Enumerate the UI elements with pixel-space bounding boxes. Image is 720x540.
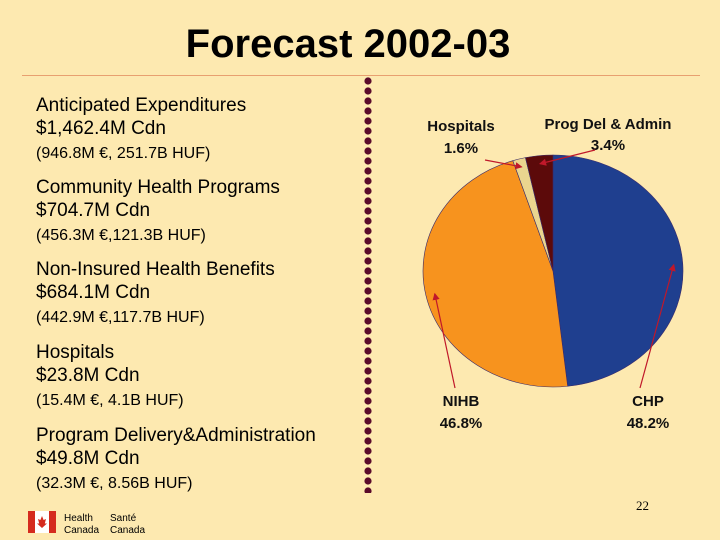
divider-dot	[364, 207, 372, 215]
page-number: 22	[636, 498, 649, 513]
divider-dot	[364, 487, 372, 493]
label-chp-value: 48.2%	[627, 415, 670, 432]
expenditure-cdn: $49.8M Cdn	[36, 448, 140, 469]
expenditure-label: Hospitals	[36, 342, 115, 363]
divider-dot	[364, 177, 372, 185]
divider-dot	[364, 297, 372, 305]
divider-dot	[364, 117, 372, 125]
divider-dot	[364, 327, 372, 335]
divider-dot	[364, 77, 372, 85]
flag-left-bar	[28, 511, 35, 533]
slide-title: Forecast 2002-03	[185, 22, 511, 66]
divider-dot	[364, 217, 372, 225]
label-nihb-value: 46.8%	[440, 415, 483, 432]
divider-dot	[364, 237, 372, 245]
divider-dot	[364, 347, 372, 355]
divider-dot	[364, 157, 372, 165]
pie-slice-nihb	[422, 160, 569, 388]
title-rule	[22, 75, 700, 76]
divider-dot	[364, 427, 372, 435]
divider-dot	[364, 407, 372, 415]
pie-slice-chp	[552, 154, 684, 387]
expenditure-label: Community Health Programs	[36, 177, 280, 198]
leader-chp	[639, 263, 676, 389]
label-admin-name: Prog Del & Admin	[545, 116, 672, 133]
expenditure-label: Program Delivery&Administration	[36, 425, 316, 446]
divider-dot	[364, 147, 372, 155]
maple-leaf-icon	[37, 516, 47, 528]
divider-dot	[364, 287, 372, 295]
expenditure-cdn: $23.8M Cdn	[36, 365, 140, 386]
expenditure-group-hospitals: Hospitals $23.8M Cdn (15.4M €, 4.1B HUF)	[36, 341, 184, 411]
expenditure-cdn: $1,462.4M Cdn	[36, 118, 166, 139]
divider-dot	[364, 137, 372, 145]
leader-hospitals	[484, 159, 523, 170]
flag-right-bar	[49, 511, 56, 533]
divider-dot	[364, 447, 372, 455]
label-chp-name: CHP	[632, 393, 664, 410]
divider-dot	[364, 357, 372, 365]
divider-dot	[364, 87, 372, 95]
divider-dot	[364, 467, 372, 475]
expenditure-label: Anticipated Expenditures	[36, 95, 247, 116]
divider-dot	[364, 377, 372, 385]
divider-dot	[364, 257, 372, 265]
divider-dot	[364, 197, 372, 205]
divider-dot	[364, 457, 372, 465]
expenditure-cdn: $684.1M Cdn	[36, 282, 151, 303]
divider-dot	[364, 227, 372, 235]
divider-dot	[364, 387, 372, 395]
health-canada-logo: Health Canada Santé Canada	[28, 511, 145, 536]
expenditure-group-total: Anticipated Expenditures $1,462.4M Cdn (…	[36, 94, 246, 164]
expenditure-conversion: (15.4M €, 4.1B HUF)	[36, 392, 184, 409]
divider-dot	[364, 127, 372, 135]
logo-text-sante: Santé	[110, 513, 137, 524]
divider-dot	[364, 367, 372, 375]
label-nihb-name: NIHB	[443, 393, 480, 410]
divider-dot	[364, 107, 372, 115]
expenditure-group-chp: Community Health Programs $704.7M Cdn (4…	[36, 176, 280, 246]
leader-nihb	[432, 292, 456, 389]
divider-dot	[364, 267, 372, 275]
logo-text-health: Health	[64, 513, 93, 524]
logo-text-canada-en: Canada	[64, 525, 99, 536]
divider-dot	[364, 317, 372, 325]
divider-dot	[364, 417, 372, 425]
divider-dot	[364, 337, 372, 345]
divider-dot	[364, 167, 372, 175]
expenditure-conversion: (456.3M €,121.3B HUF)	[36, 227, 206, 244]
dotted-divider	[364, 77, 372, 493]
label-hospitals-value: 1.6%	[444, 140, 478, 157]
expenditure-conversion: (32.3M €, 8.56B HUF)	[36, 475, 193, 492]
expenditure-cdn: $704.7M Cdn	[36, 200, 151, 221]
label-hospitals-name: Hospitals	[427, 118, 495, 135]
pie-slice-prog-del-admin	[525, 154, 554, 272]
divider-dot	[364, 247, 372, 255]
leader-admin	[538, 149, 596, 166]
divider-dot	[364, 277, 372, 285]
divider-dot	[364, 397, 372, 405]
divider-dot	[364, 477, 372, 485]
divider-dot	[364, 97, 372, 105]
label-admin-value: 3.4%	[591, 137, 625, 154]
expenditure-label: Non-Insured Health Benefits	[36, 259, 275, 280]
expenditure-conversion: (946.8M €, 251.7B HUF)	[36, 145, 211, 162]
logo-text-canada-fr: Canada	[110, 525, 145, 536]
expenditure-group-admin: Program Delivery&Administration $49.8M C…	[36, 424, 316, 494]
divider-dot	[364, 187, 372, 195]
expenditure-group-nihb: Non-Insured Health Benefits $684.1M Cdn …	[36, 258, 275, 328]
divider-dot	[364, 307, 372, 315]
expenditure-conversion: (442.9M €,117.7B HUF)	[36, 309, 205, 326]
divider-dot	[364, 437, 372, 445]
